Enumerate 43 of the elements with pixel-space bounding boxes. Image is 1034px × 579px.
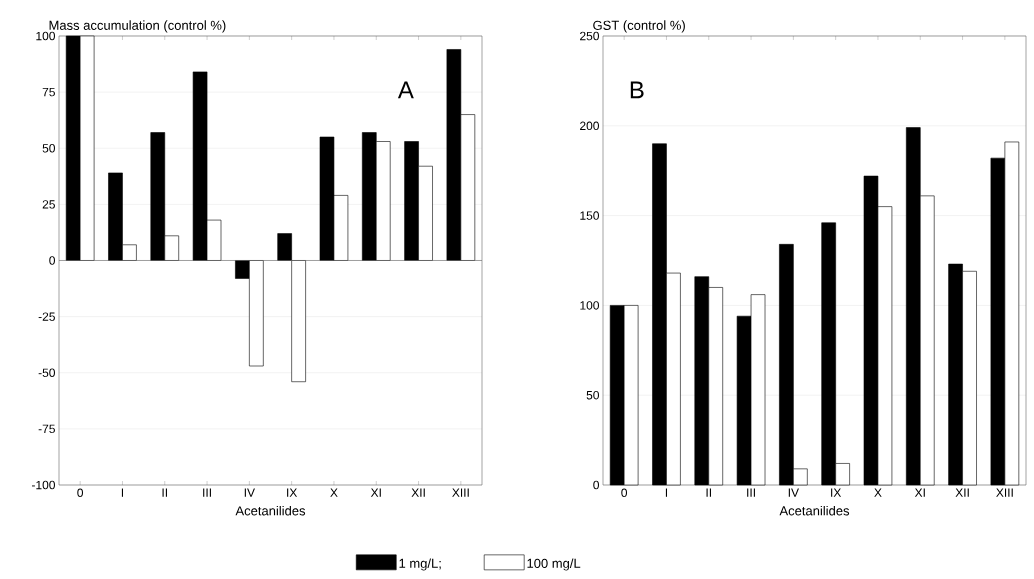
x-tick-label: X bbox=[330, 488, 338, 497]
y-tick-label: 100 bbox=[580, 301, 600, 310]
x-tick-label: III bbox=[203, 488, 211, 497]
x-tick-label: XII bbox=[955, 488, 969, 497]
y-tick-label: 250 bbox=[580, 31, 600, 41]
x-tick-label: IX bbox=[287, 488, 298, 497]
x-tick-label: XI bbox=[370, 488, 381, 497]
x-tick-label: II bbox=[162, 488, 167, 497]
y-tick-label: 50 bbox=[586, 390, 600, 400]
annotation: A bbox=[397, 81, 414, 99]
y-tick-label: 0 bbox=[593, 480, 600, 490]
y-axis-title: Mass accumulation (control %) bbox=[49, 20, 226, 33]
x-tick-label: 0 bbox=[77, 488, 84, 498]
y-tick-label: -75 bbox=[38, 424, 55, 434]
y-tick-label: 0 bbox=[49, 256, 56, 265]
x-tick-label: IX bbox=[831, 488, 842, 497]
legend-label: 100 mg/L bbox=[527, 558, 581, 571]
y-tick-label: 150 bbox=[580, 211, 600, 220]
x-tick-label: I bbox=[665, 488, 668, 497]
x-tick-label: XIII bbox=[996, 488, 1013, 497]
y-tick-label: 25 bbox=[42, 200, 55, 209]
x-axis-title: Acetanilides bbox=[235, 505, 306, 516]
y-tick-label: 200 bbox=[580, 121, 600, 131]
y-tick-label: 50 bbox=[42, 144, 55, 153]
y-tick-label: 100 bbox=[36, 31, 55, 41]
x-tick-label: IV bbox=[788, 488, 799, 497]
y-tick-label: -25 bbox=[38, 312, 55, 321]
x-axis-title: Acetanilides bbox=[779, 505, 850, 516]
y-tick-label: 75 bbox=[42, 87, 55, 97]
y-axis-title: GST (control %) bbox=[593, 20, 685, 33]
legend-label: 1 mg/L; bbox=[399, 558, 441, 571]
x-tick-label: XIII bbox=[452, 488, 469, 497]
x-tick-label: XI bbox=[914, 488, 925, 497]
y-tick-label: -100 bbox=[31, 480, 55, 490]
x-tick-label: IV bbox=[244, 488, 255, 497]
x-tick-label: III bbox=[747, 488, 755, 497]
x-tick-label: I bbox=[121, 488, 124, 497]
x-tick-label: 0 bbox=[621, 488, 628, 498]
x-tick-label: XII bbox=[411, 488, 425, 497]
y-tick-label: -50 bbox=[38, 368, 55, 377]
x-tick-label: X bbox=[874, 488, 882, 497]
x-tick-label: II bbox=[706, 488, 711, 497]
annotation: B bbox=[630, 81, 644, 99]
